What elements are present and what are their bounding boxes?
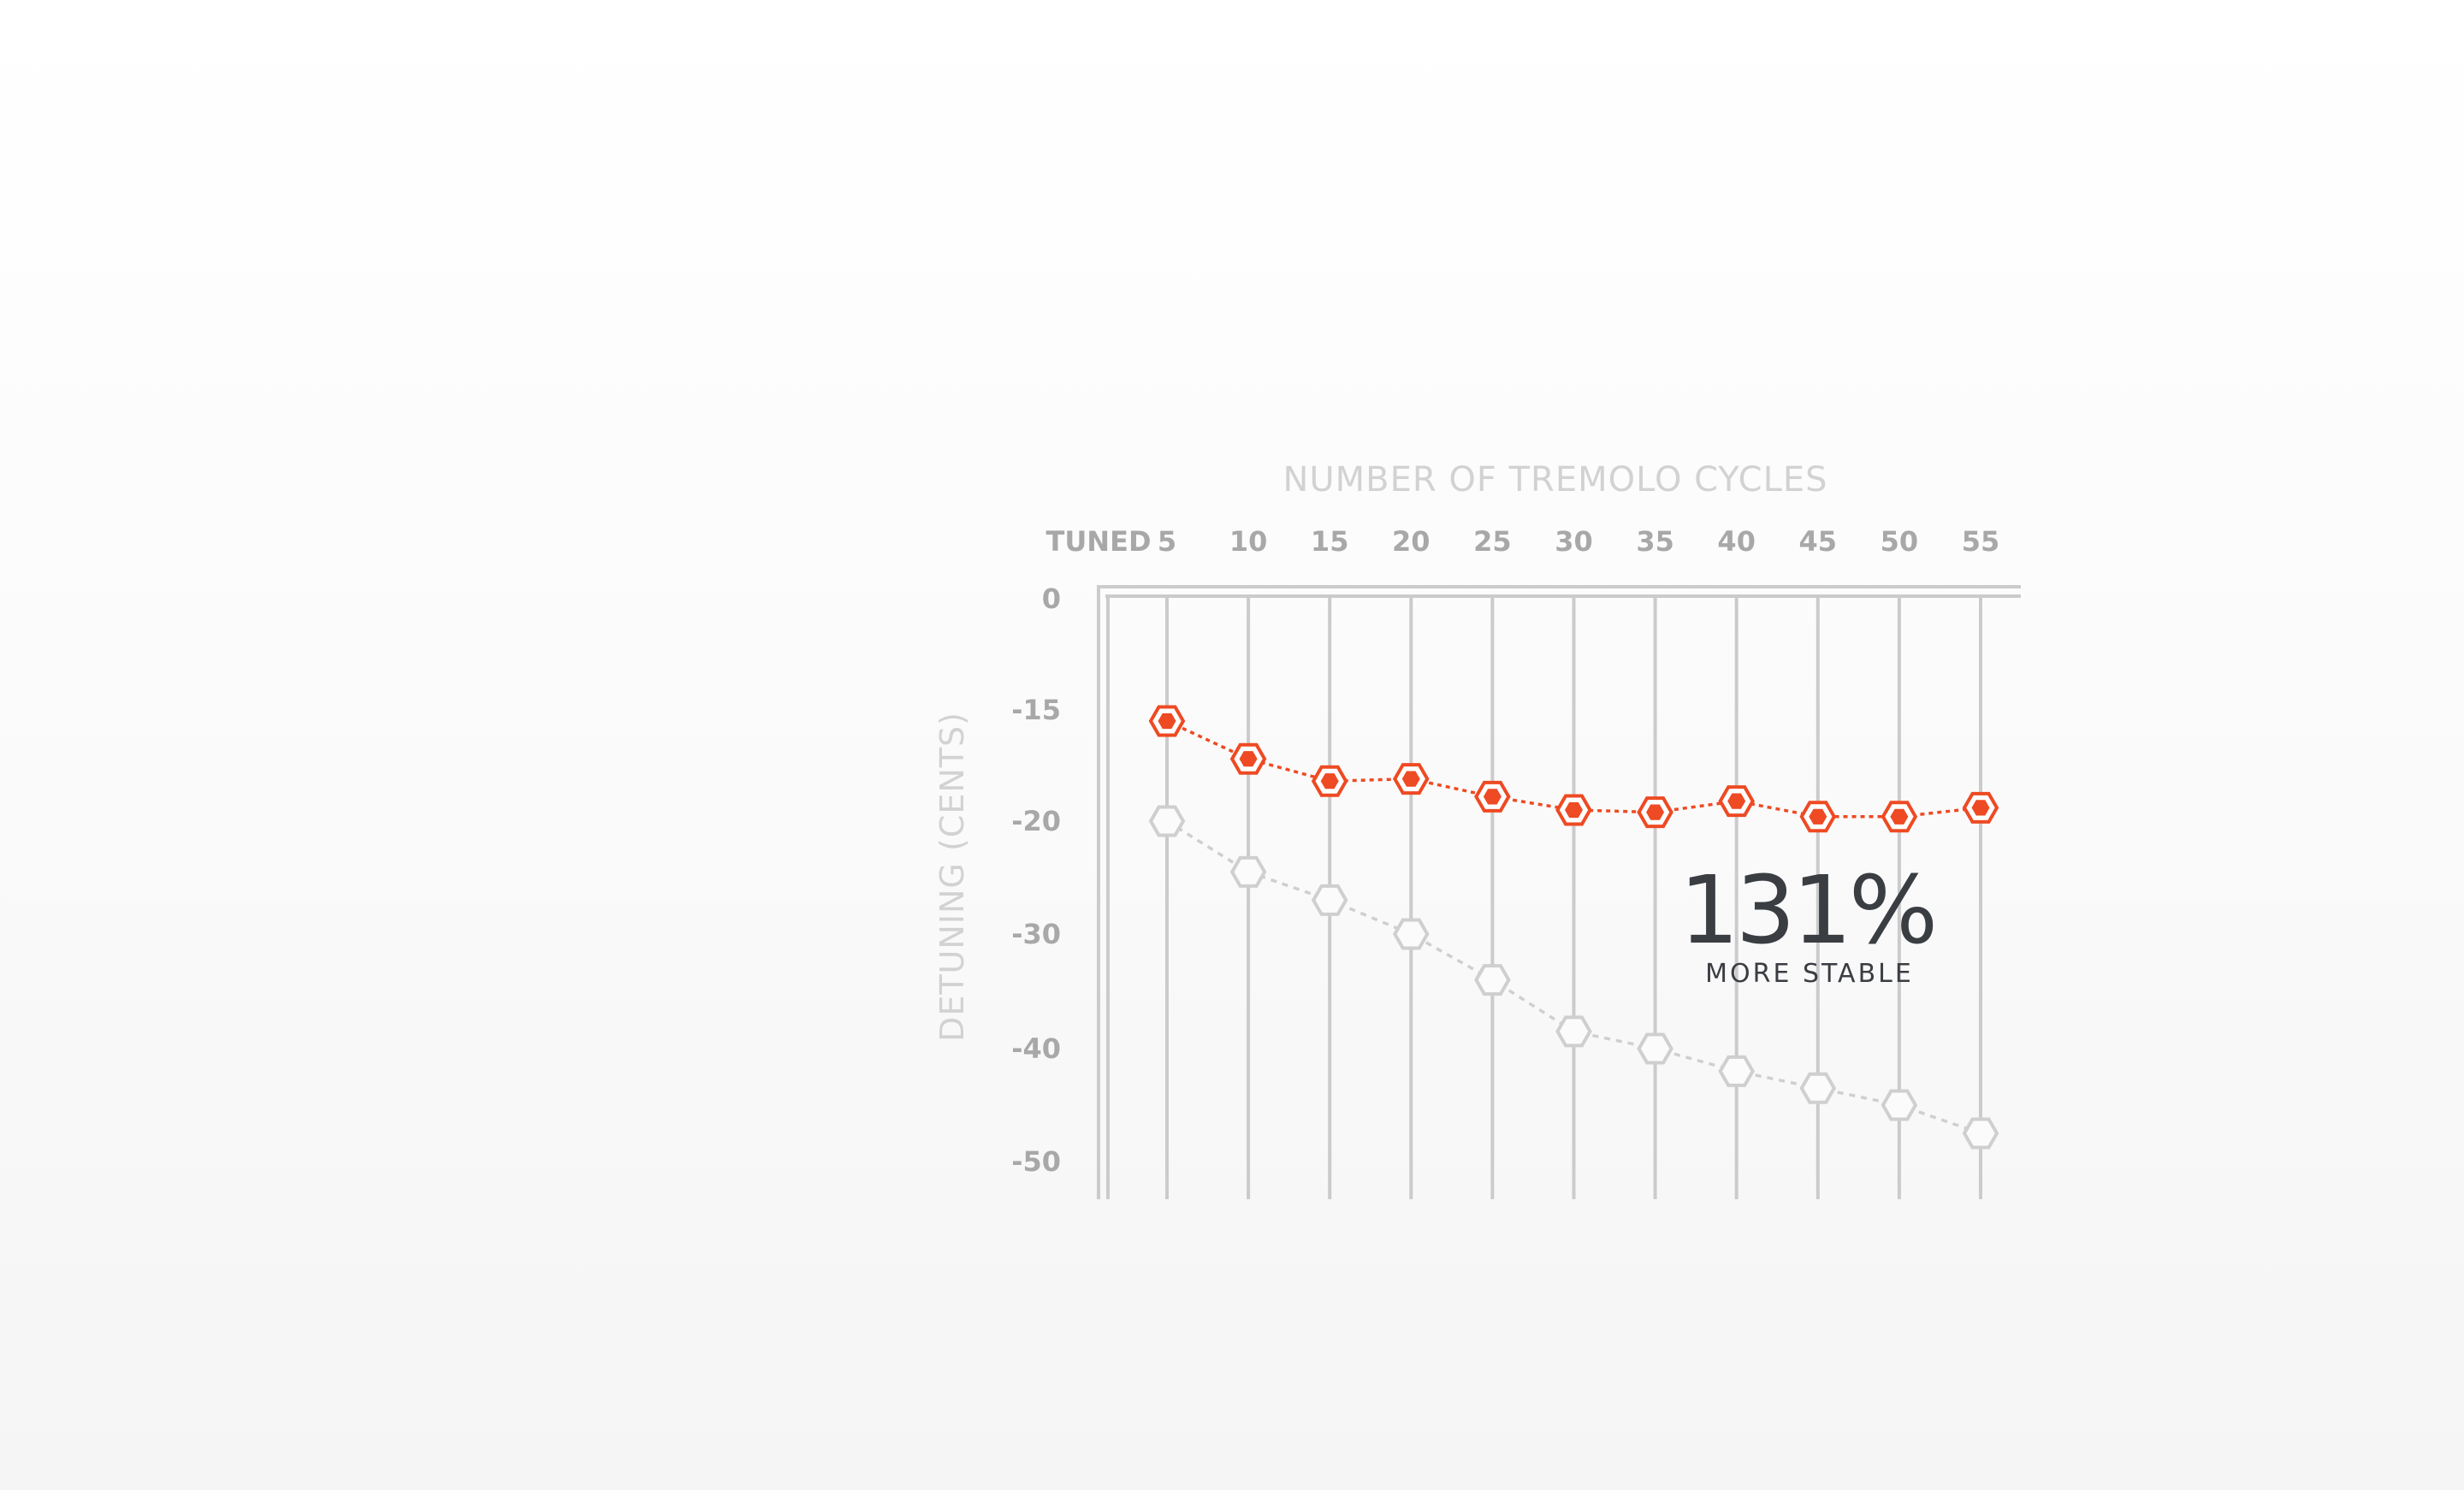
stability-callout: 131% MORE STABLE (1679, 855, 1938, 989)
x-tick-label: 30 (1555, 525, 1593, 558)
data-point-core (1158, 712, 1176, 730)
y-tick-labels: 0 -15 -20 -30 -40 -50 (1011, 582, 1061, 1178)
data-point (1392, 918, 1430, 950)
callout-percentage: 131% (1679, 855, 1934, 965)
data-point (1311, 884, 1348, 916)
x-tick-label: 40 (1717, 525, 1756, 558)
data-point-core (1890, 808, 1909, 825)
data-point (1718, 1055, 1756, 1087)
data-point (1474, 964, 1511, 996)
x-tick-label: 55 (1962, 525, 2000, 558)
y-tick-label: -20 (1011, 805, 1061, 837)
series-2 (1148, 805, 1999, 1150)
x-tick-label: 35 (1636, 525, 1674, 558)
data-point-core (1320, 773, 1339, 789)
y-axis-title: DETUNING (CENTS) (933, 712, 971, 1042)
y-tick-label: -40 (1011, 1032, 1061, 1065)
x-tick-label: 10 (1229, 525, 1268, 558)
data-point-core (1646, 804, 1665, 820)
x-tick-labels: TUNED 5 10 15 20 25 30 35 40 45 50 55 (1045, 525, 1999, 558)
data-point (1637, 1032, 1673, 1065)
callout-caption: MORE STABLE (1705, 959, 1914, 989)
y-tick-label: 0 (1042, 582, 1061, 615)
data-point-core (1809, 808, 1827, 825)
series-group (1148, 705, 1999, 1150)
data-point (1962, 1117, 1999, 1150)
x-tick-label: 45 (1799, 525, 1838, 558)
y-tick-label: -30 (1011, 918, 1061, 950)
x-axis-title: NUMBER OF TREMOLO CYCLES (1282, 460, 1827, 500)
x-tick-label: 5 (1158, 525, 1176, 558)
x-tick-label: 20 (1392, 525, 1430, 558)
data-point-core (1727, 793, 1746, 809)
data-point-core (1239, 751, 1258, 767)
data-point (1799, 1072, 1837, 1104)
x-tick-label: TUNED (1045, 525, 1151, 558)
x-tick-label: 15 (1311, 525, 1349, 558)
data-point-core (1483, 789, 1502, 805)
data-point (1555, 1015, 1592, 1048)
data-point (1881, 1089, 1918, 1121)
y-tick-label: -50 (1011, 1145, 1061, 1178)
series-1 (1148, 705, 1999, 833)
y-tick-label: -15 (1011, 694, 1061, 726)
data-point-core (1401, 771, 1420, 787)
x-tick-label: 50 (1881, 525, 1919, 558)
data-point (1229, 855, 1267, 888)
data-point-core (1971, 800, 1990, 816)
data-point (1148, 805, 1186, 837)
data-point-core (1565, 801, 1583, 819)
x-tick-label: 25 (1473, 525, 1512, 558)
